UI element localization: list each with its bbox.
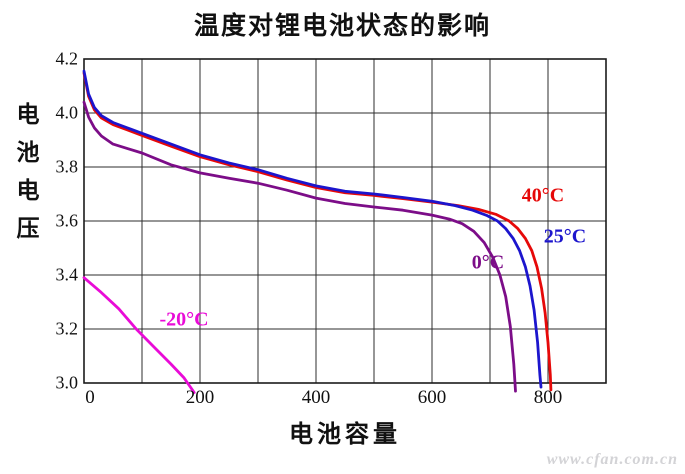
y-tick-label: 3.4 <box>55 264 79 285</box>
plot-border <box>83 58 607 384</box>
y-tick-label: 3.8 <box>55 156 79 177</box>
x-tick-label: 400 <box>301 387 331 408</box>
series-label-40c: 40°C <box>521 184 565 207</box>
curve--20c <box>82 276 196 394</box>
watermark-text: www.cfan.com.cn <box>546 451 678 468</box>
y-tick-label: 4.0 <box>55 102 79 123</box>
chart-title: 温度对锂电池状态的影响 <box>193 13 491 40</box>
series-label--20c: -20°C <box>159 308 209 331</box>
x-tick-label: 600 <box>417 387 447 408</box>
x-axis-title: 电池容量 <box>289 422 401 448</box>
y-tick-label: 3.0 <box>55 372 79 393</box>
curve-0c <box>82 100 517 393</box>
y-tick-label: 4.2 <box>55 48 79 69</box>
y-tick-label: 3.2 <box>55 318 79 339</box>
x-tick-label: 0 <box>85 387 95 408</box>
curve-40c <box>82 71 553 392</box>
series-label-25c: 25°C <box>543 225 587 248</box>
y-tick-label: 3.6 <box>55 210 79 231</box>
series-label-0c: 0°C <box>471 251 505 274</box>
curve-25c <box>82 69 543 389</box>
x-tick-label: 200 <box>185 387 215 408</box>
x-tick-label: 800 <box>533 387 563 408</box>
y-axis-title: 电池电压 <box>13 102 38 254</box>
